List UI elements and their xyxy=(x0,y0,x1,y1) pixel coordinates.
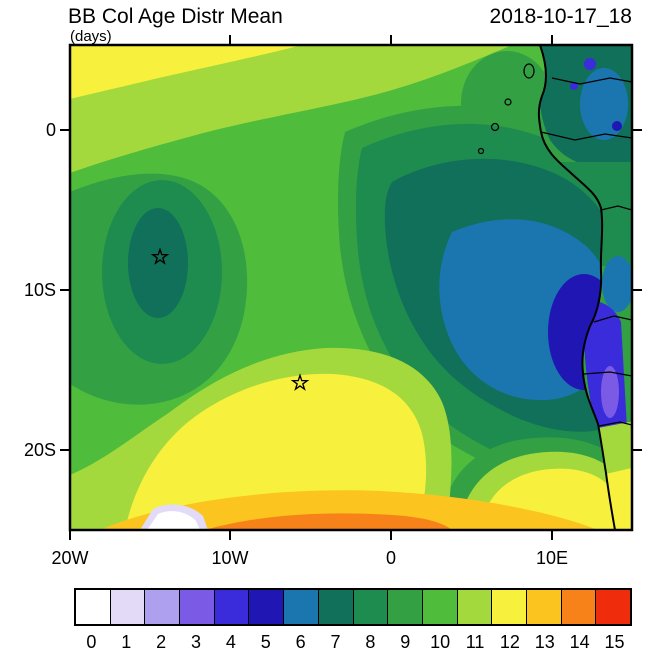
colorbar-label: 1 xyxy=(121,632,132,652)
colorbar-label: 9 xyxy=(400,632,411,652)
colorbar-cell xyxy=(109,590,145,624)
colorbar-cell xyxy=(283,590,318,624)
colorbar-cells xyxy=(74,588,632,626)
colorbar: 0 1 2 3 4 5 6 7 8 9 10 11 12 13 14 15 xyxy=(74,588,632,653)
country-borders xyxy=(540,77,632,427)
contour-north-band xyxy=(70,45,512,173)
colorbar-cell xyxy=(525,590,561,624)
colorbar-label: 15 xyxy=(604,632,625,652)
colorbar-cell xyxy=(248,590,284,624)
colorbar-cell xyxy=(456,590,492,624)
colorbar-cell xyxy=(491,590,526,624)
land-coastal-blue-core xyxy=(601,366,619,418)
colorbar-label: 0 xyxy=(86,632,97,652)
axis-ticks xyxy=(60,35,642,540)
y-tick-label-0: 0 xyxy=(46,120,56,140)
station-markers xyxy=(150,247,310,391)
colorbar-cell xyxy=(144,590,180,624)
colorbar-labels: 0 1 2 3 4 5 6 7 8 9 10 11 12 13 14 15 xyxy=(74,632,632,653)
country-border-line xyxy=(540,131,632,141)
country-border-line xyxy=(583,371,632,377)
colorbar-label: 2 xyxy=(156,632,167,652)
contour-south-notch-white xyxy=(147,511,200,530)
colorbar-cell xyxy=(317,590,353,624)
colorbar-label: 8 xyxy=(365,632,376,652)
colorbar-cell xyxy=(352,590,388,624)
x-tick-label-10w: 10W xyxy=(211,548,248,568)
colorbar-label: 11 xyxy=(465,632,485,652)
x-tick-label-10e: 10E xyxy=(536,548,568,568)
colorbar-label: 3 xyxy=(191,632,202,652)
colorbar-cell xyxy=(560,590,596,624)
island-outline xyxy=(477,147,485,155)
y-tick-label-10s: 10S xyxy=(24,280,56,300)
colorbar-label: 4 xyxy=(225,632,236,652)
island-outline xyxy=(523,63,535,79)
x-tick-label-0: 0 xyxy=(386,548,396,568)
colorbar-cell xyxy=(421,590,457,624)
land-blue-speck-3 xyxy=(570,82,578,90)
colorbar-label: 7 xyxy=(330,632,341,652)
plot-date: 2018-10-17_18 xyxy=(490,5,632,28)
colorbar-label: 13 xyxy=(534,632,555,652)
island-outline xyxy=(490,122,500,132)
units-label: (days) xyxy=(70,28,112,45)
colorbar-label: 5 xyxy=(260,632,271,652)
contour-west-minimum-core xyxy=(128,208,188,318)
colorbar-cell xyxy=(213,590,249,624)
contour-south-orange-strip xyxy=(205,513,452,530)
plot-title: BB Col Age Distr Mean xyxy=(68,5,283,28)
islands xyxy=(477,63,535,155)
y-tick-label-20s: 20S xyxy=(24,440,56,460)
plot-frame xyxy=(68,43,634,532)
contour-south-gold-strip xyxy=(100,490,598,530)
colorbar-label: 12 xyxy=(499,632,520,652)
colorbar-label: 14 xyxy=(569,632,590,652)
country-border-line xyxy=(598,421,632,427)
country-border-line xyxy=(600,205,632,211)
country-border-line xyxy=(593,315,632,323)
colorbar-cell xyxy=(179,590,214,624)
land-mid-teal xyxy=(602,256,632,312)
colorbar-label: 6 xyxy=(295,632,306,652)
land-south-ring xyxy=(598,420,632,476)
colorbar-cell xyxy=(387,590,422,624)
country-border-line xyxy=(551,77,632,85)
island-outline xyxy=(504,98,512,106)
colorbar-cell xyxy=(595,590,630,624)
colorbar-label: 10 xyxy=(430,632,451,652)
coastline xyxy=(537,45,616,530)
land-blue-speck-2 xyxy=(612,121,622,131)
contour-field xyxy=(70,45,632,530)
x-tick-label-20w: 20W xyxy=(51,548,88,568)
star-marker-north xyxy=(150,247,170,265)
land-blue-speck-1 xyxy=(584,58,596,70)
colorbar-cell xyxy=(76,590,110,624)
contour-northwest-yellow xyxy=(70,45,302,99)
star-marker-south xyxy=(290,373,310,391)
